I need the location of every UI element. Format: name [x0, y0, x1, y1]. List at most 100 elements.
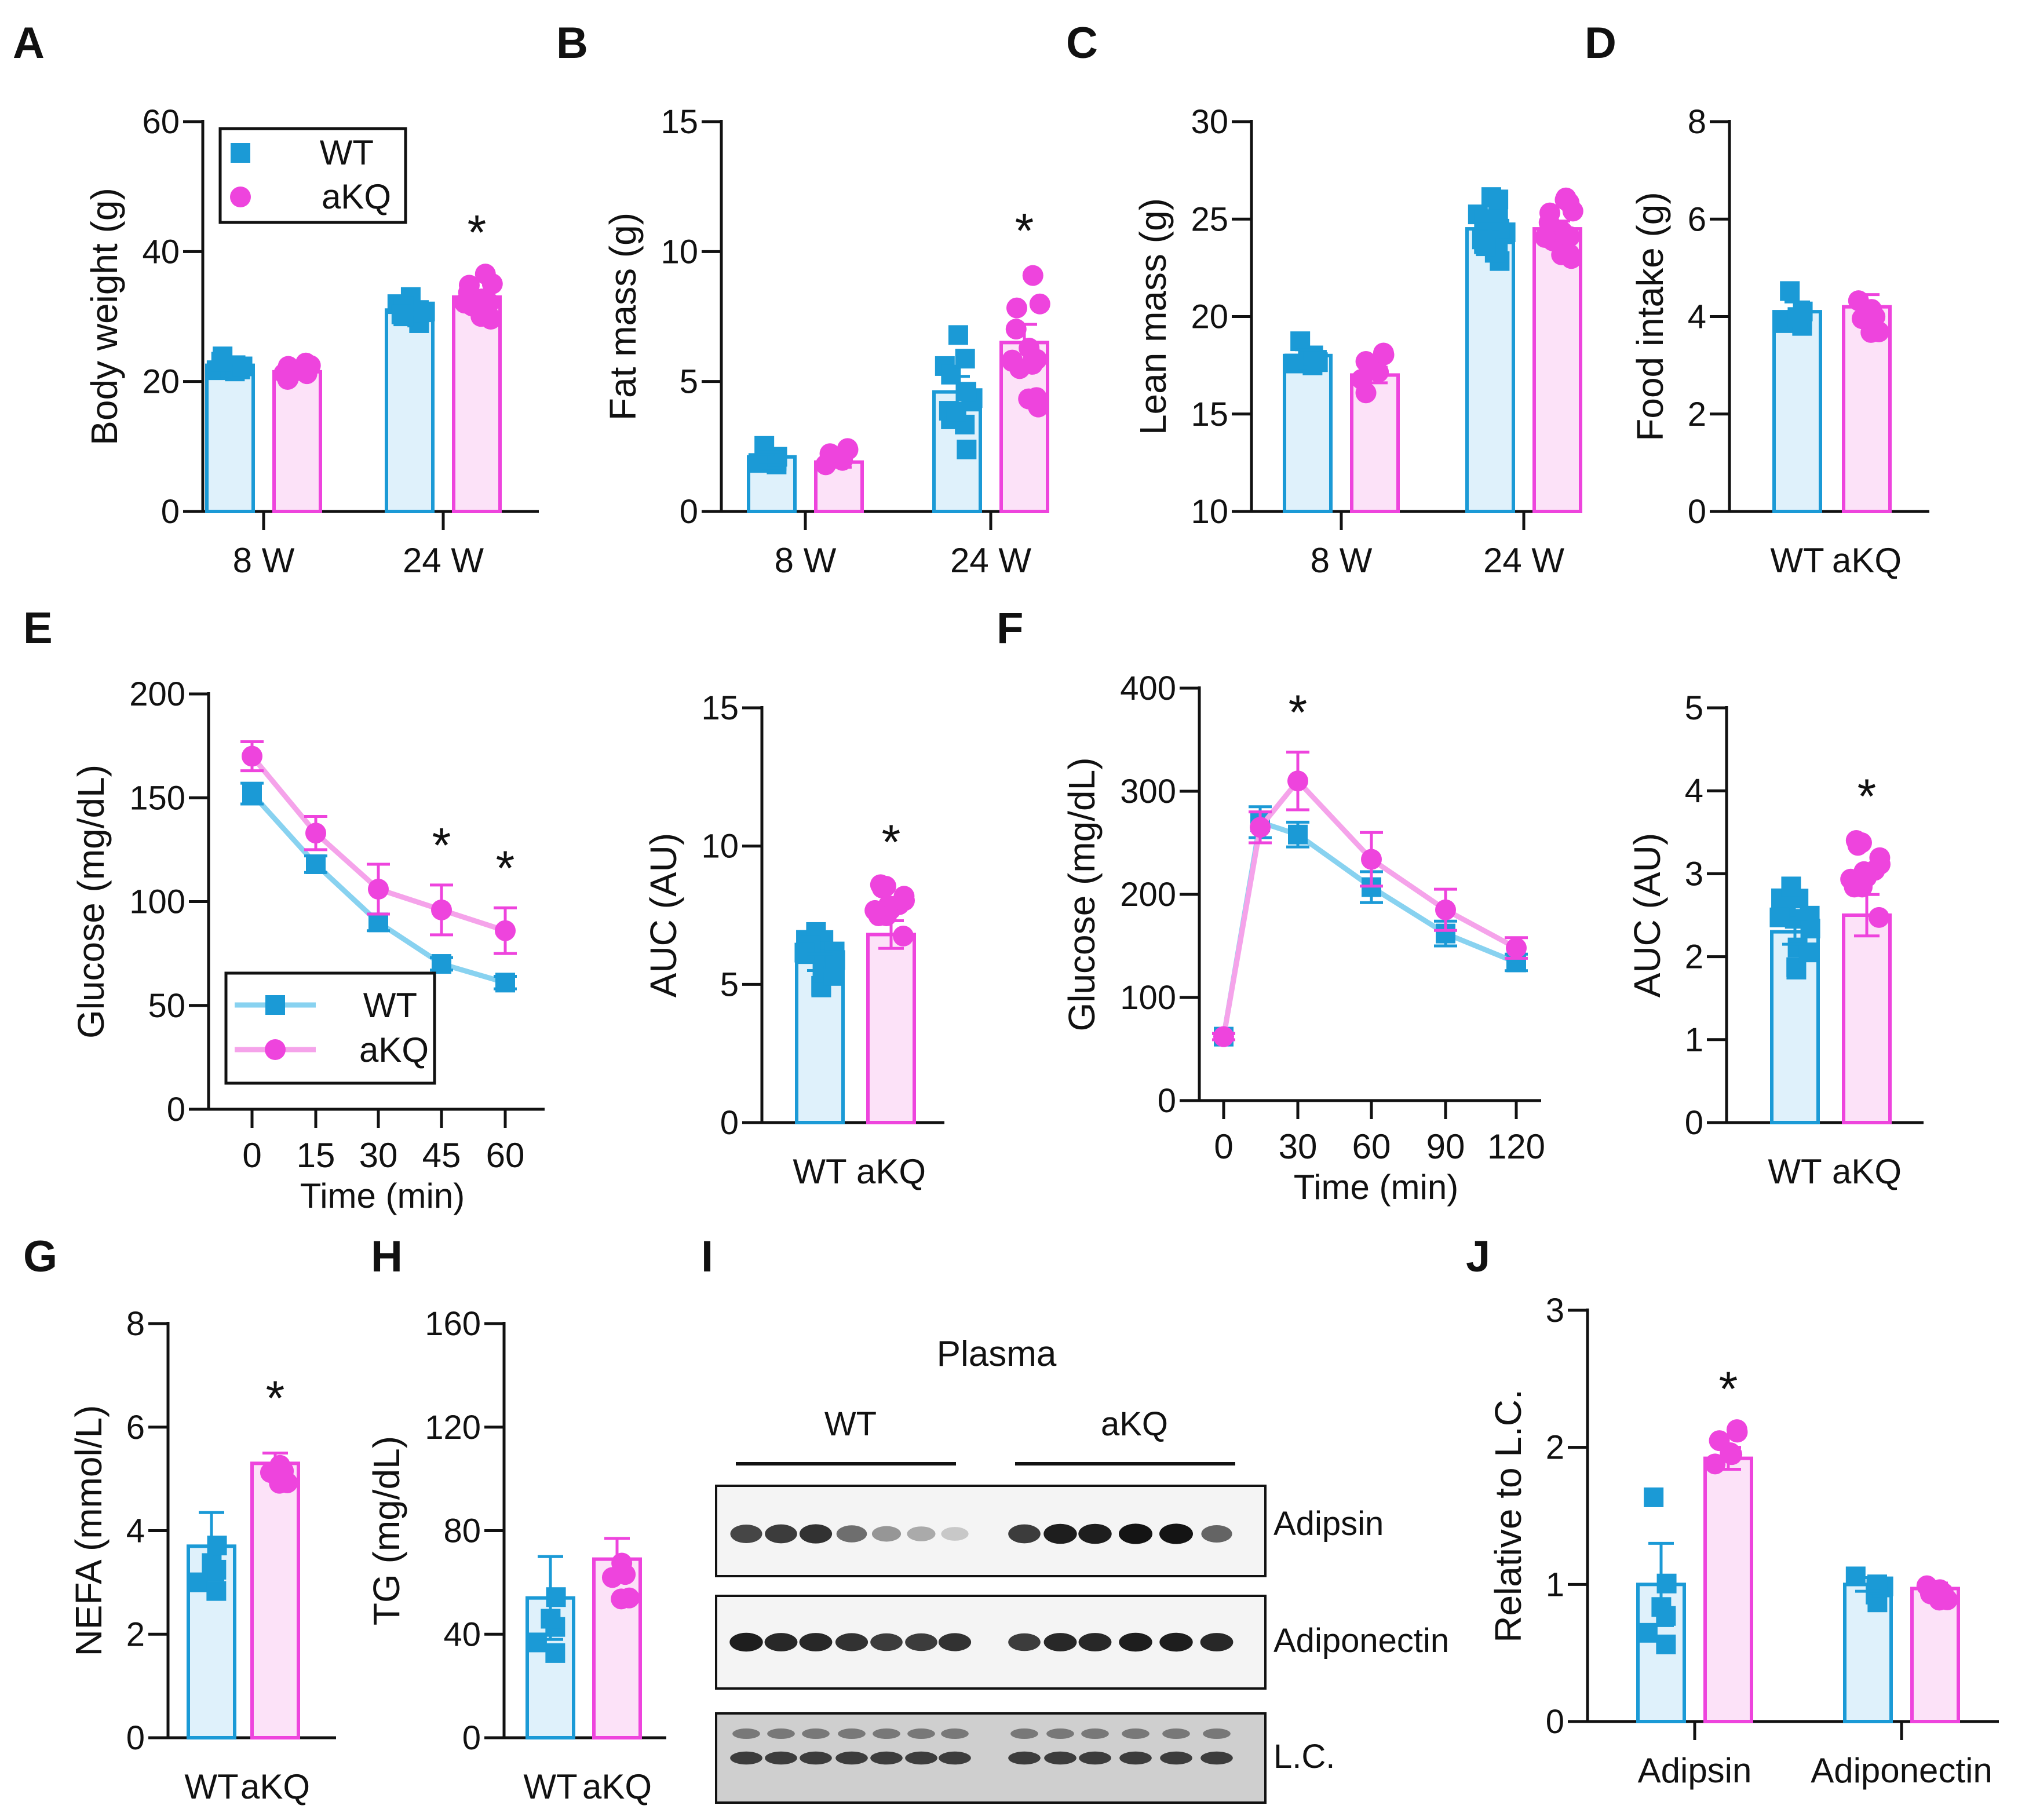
blot-row-adipsin: Adipsin	[1273, 1505, 1384, 1543]
chart-e: 0 50 100 150 200 Glucose (mg/dL) 0 15 30 45 60 Time…	[70, 675, 545, 1215]
D-x-tick-label: WT	[1770, 541, 1824, 580]
blot-row-lc: L.C.	[1273, 1738, 1335, 1775]
F2-point-akq	[1869, 847, 1891, 868]
blot-band-adiponectin	[1043, 1633, 1077, 1651]
blot-row-adiponectin: Adiponectin	[1273, 1622, 1449, 1660]
legend-a-akq-label: aKQ	[322, 177, 391, 216]
chart-a: 0 20 40 60 Body weight (g) 8 W 24 W *	[83, 103, 539, 580]
C-point-akq	[1355, 382, 1377, 404]
blot-band-lc	[870, 1751, 903, 1765]
A-point-wt	[232, 356, 253, 377]
blot-band-adiponectin	[938, 1633, 972, 1651]
F2-y-tick-label: 2	[1685, 938, 1703, 976]
E-point-wt	[306, 854, 326, 874]
A-point-akq	[480, 309, 502, 330]
H-y-tick-label: 0	[462, 1719, 481, 1757]
H-point-wt	[527, 1632, 547, 1653]
F-x-tick-label: 30	[1279, 1127, 1318, 1166]
C-y-tick-label: 30	[1191, 103, 1228, 141]
E-point-akq	[431, 899, 452, 920]
chart-e2: 0 5 10 15 AUC (AU) WT * aKQ	[643, 689, 944, 1191]
E-x-tick-label: 0	[242, 1136, 261, 1175]
A-bar-akq	[272, 370, 322, 514]
E-point-akq	[305, 823, 326, 844]
F-y-tick-label: 100	[1120, 979, 1176, 1017]
F-y-tick-label: 400	[1120, 670, 1176, 707]
E2-y-tick-label: 0	[720, 1104, 739, 1142]
F2-point-akq	[1869, 907, 1890, 928]
E2-point-akq	[893, 926, 914, 947]
C-y-tick-label: 10	[1191, 493, 1228, 531]
legend-e-akq-marker	[265, 1039, 286, 1060]
J-bar-akq	[1910, 1587, 1960, 1724]
A-x-tick-label: 8 W	[233, 541, 295, 580]
panel-letter-j: J	[1466, 1232, 1490, 1281]
E-point-wt	[242, 784, 262, 804]
legend-a-wt-marker	[231, 143, 250, 163]
E2-bar-akq	[866, 933, 916, 1124]
F2-x-tick-label: aKQ	[1832, 1152, 1902, 1191]
D-y-axis-label: Food intake (g)	[1629, 192, 1671, 441]
blot-band-lc-upper	[941, 1728, 969, 1739]
blot-band-lc-upper	[802, 1728, 830, 1739]
blot-band-lc	[1008, 1751, 1041, 1765]
D-y-tick-label: 8	[1688, 103, 1706, 141]
G-y-tick-label: 6	[126, 1409, 145, 1446]
F2-point-wt	[1800, 919, 1820, 939]
G-x-tick-label: WT	[184, 1767, 238, 1806]
F2-significance-star: *	[1858, 769, 1877, 824]
blot-band-adiponectin	[835, 1633, 868, 1651]
A-x-tick-label: 24 W	[403, 541, 484, 580]
E-significance-star: *	[432, 818, 451, 872]
E2-point-akq	[875, 876, 896, 897]
H-point-akq	[618, 1587, 640, 1609]
C-bar-wt	[1283, 353, 1333, 513]
H-x-tick-label: WT	[523, 1767, 577, 1806]
blot-band-lc-upper	[1122, 1728, 1150, 1739]
blot-band-adipsin	[836, 1525, 867, 1543]
H-y-tick-label: 40	[443, 1616, 481, 1653]
blot-band-lc-upper	[907, 1728, 935, 1739]
B-point-akq	[837, 438, 858, 459]
panel-letter-h: H	[371, 1232, 403, 1281]
C-y-tick-label: 15	[1191, 396, 1228, 433]
blot-band-lc-upper	[1162, 1728, 1190, 1739]
D-y-tick-label: 4	[1688, 298, 1706, 336]
C-point-wt	[1476, 236, 1496, 257]
B-point-akq	[1029, 293, 1050, 315]
A-point-akq	[475, 264, 496, 285]
A-y-tick-label: 20	[142, 363, 180, 401]
panel-letter-c: C	[1066, 19, 1098, 68]
J-point-wt	[1656, 1634, 1676, 1654]
blot-band-lc-upper	[1081, 1728, 1109, 1739]
panel-letter-e: E	[23, 604, 53, 653]
blot-band-adiponectin	[764, 1633, 798, 1651]
E-point-akq	[242, 745, 262, 767]
C-point-wt	[1307, 350, 1327, 370]
G-point-wt	[188, 1572, 208, 1592]
F-x-tick-label: 120	[1487, 1127, 1545, 1166]
J-x-tick-label: Adipsin	[1638, 1751, 1752, 1790]
blot-band-adiponectin	[1078, 1633, 1112, 1651]
blot-band-adipsin	[871, 1526, 902, 1542]
E2-point-akq	[864, 900, 886, 921]
E-x-tick-label: 15	[297, 1136, 335, 1175]
blot-band-adipsin	[1078, 1523, 1112, 1544]
C-point-akq	[1554, 189, 1576, 211]
blot-band-lc-upper	[767, 1728, 795, 1739]
E-y-tick-label: 200	[129, 675, 185, 713]
legend-a-box	[218, 127, 407, 224]
blot-band-lc	[800, 1751, 832, 1765]
E-significance-star: *	[496, 840, 515, 895]
B-point-wt	[957, 440, 977, 460]
B-point-wt	[955, 349, 975, 369]
panel-letter-a: A	[13, 19, 45, 68]
panel-letter-f: F	[997, 604, 1023, 653]
F2-point-akq	[1851, 832, 1872, 853]
legend-a-wt-label: WT	[320, 133, 374, 172]
B-x-tick-label: 8 W	[775, 541, 837, 580]
F2-y-tick-label: 1	[1685, 1021, 1703, 1059]
blot-band-lc	[765, 1751, 797, 1765]
E-x-tick-label: 60	[486, 1136, 525, 1175]
legend-e: WT aKQ	[224, 971, 436, 1085]
